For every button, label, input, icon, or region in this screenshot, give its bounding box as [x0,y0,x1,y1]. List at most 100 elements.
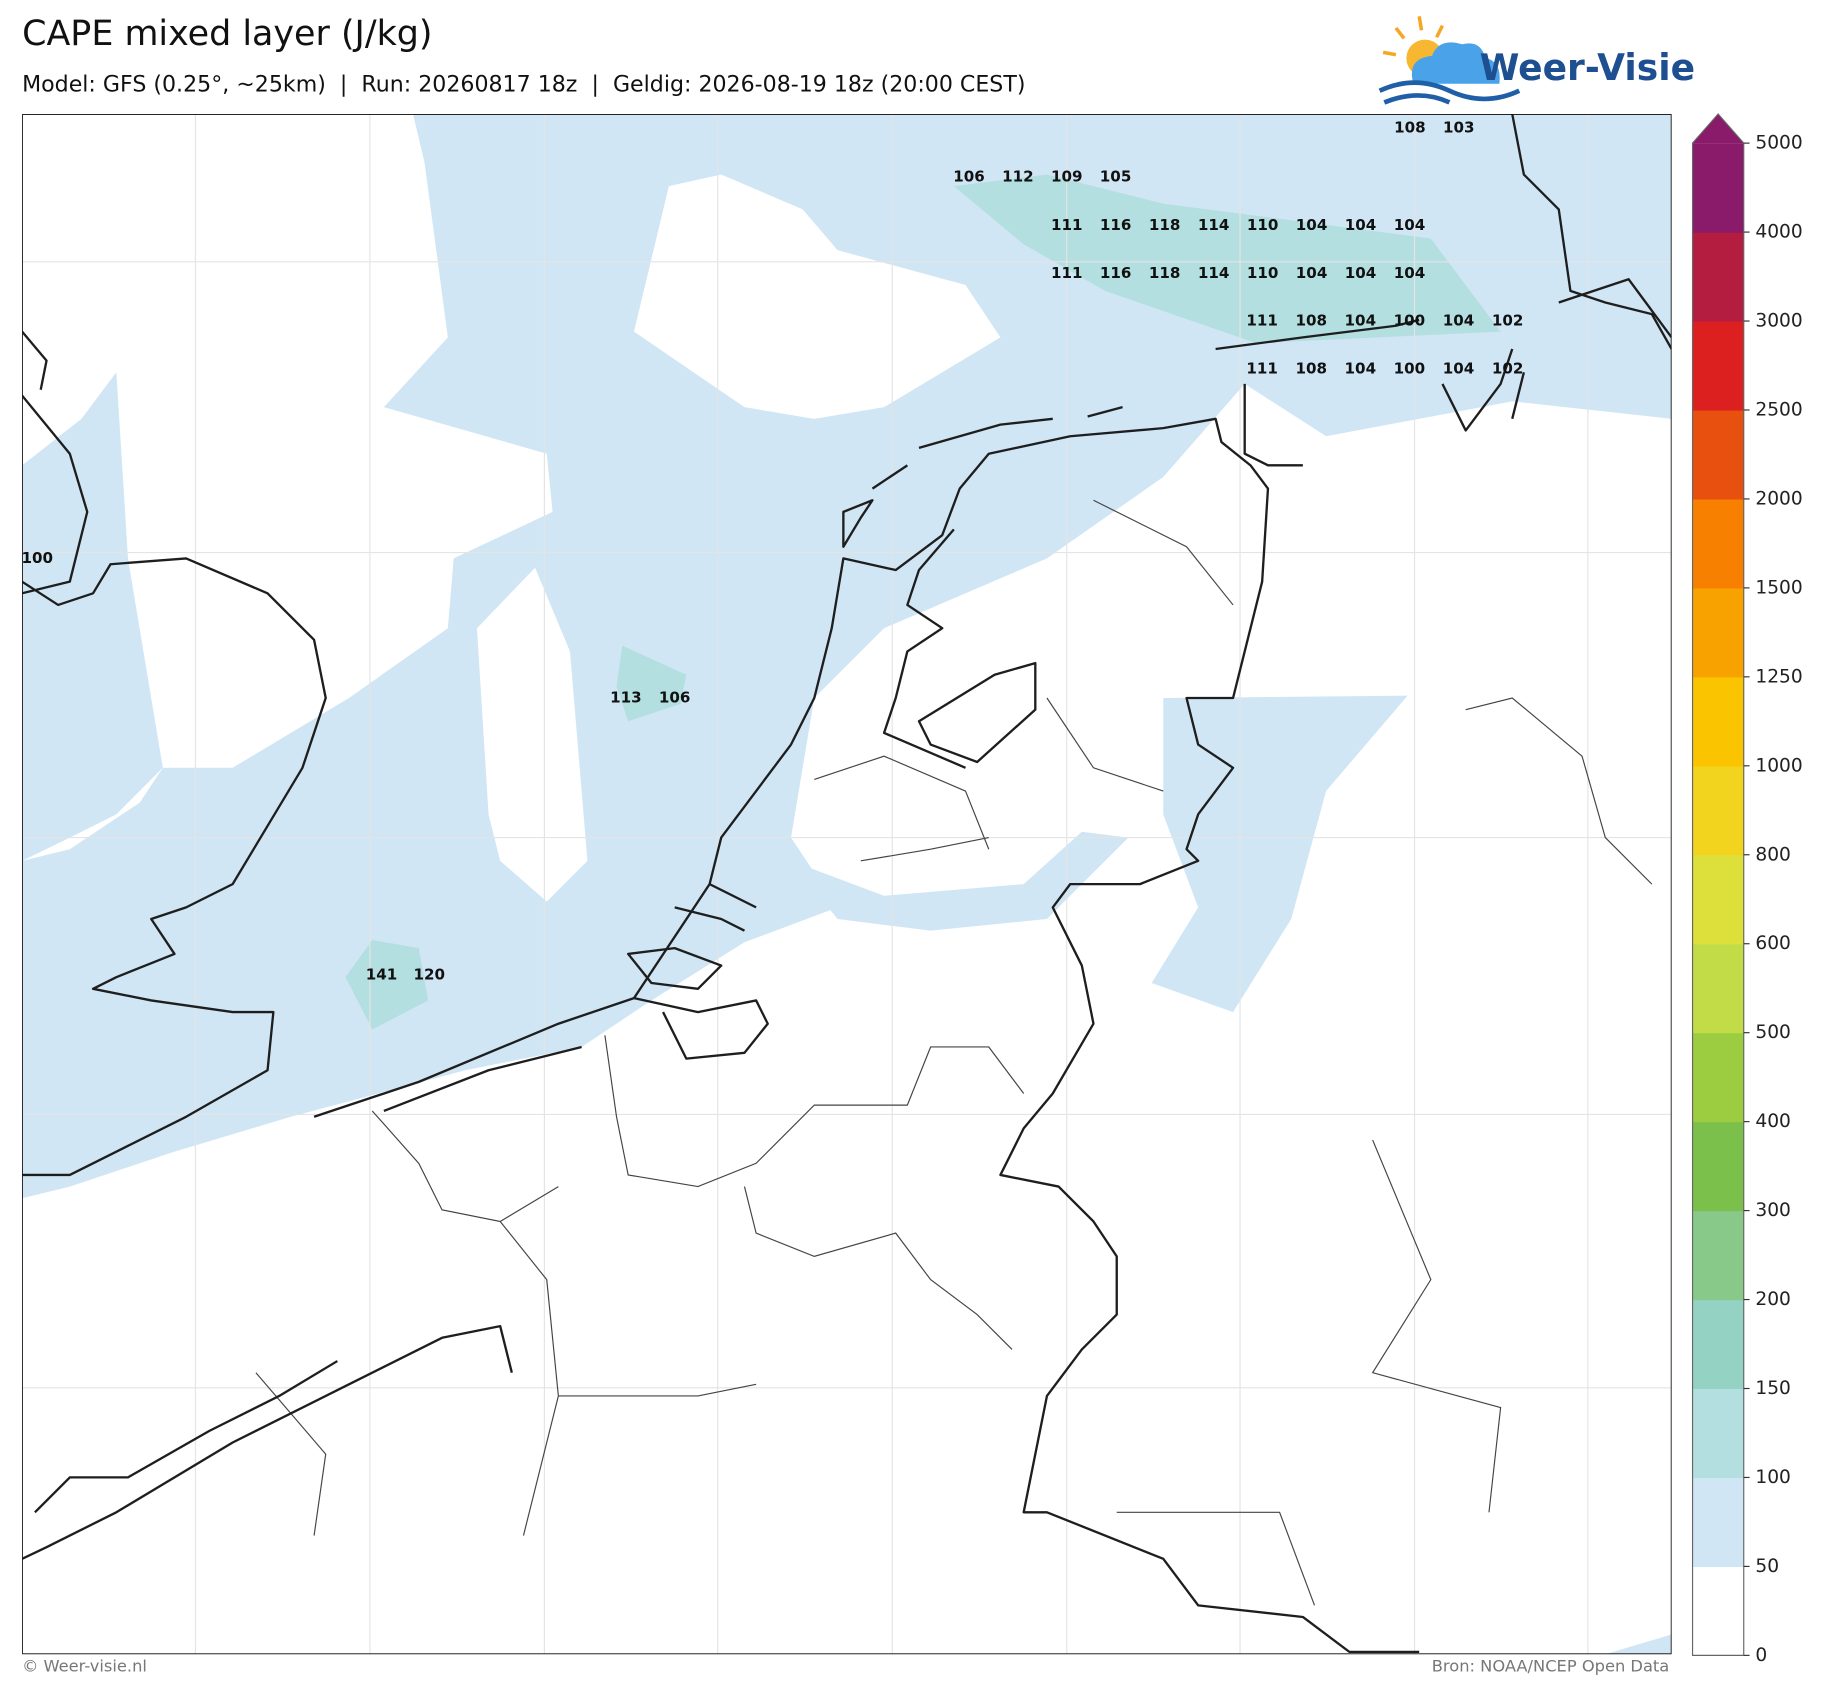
colorbar-tick-label: 300 [1755,1200,1791,1221]
colorbar-segment [1692,498,1744,589]
value-label: 104 [1345,359,1377,377]
value-label: 120 [413,965,445,983]
low-area [476,567,588,902]
colorbar-tick-label: 1250 [1755,666,1802,687]
value-label: 104 [1443,312,1475,330]
colorbar-tick-label: 1000 [1755,755,1802,776]
value-label: 103 [1443,119,1475,137]
value-label: 104 [1345,264,1377,282]
value-label: 118 [1149,264,1181,282]
cape-area [791,831,1129,931]
cape-area [1151,695,1408,1013]
value-label: 111 [1246,359,1278,377]
colorbar-tick-label: 100 [1755,1467,1791,1488]
colorbar-segment [1692,321,1744,411]
colorbar-extend [1692,114,1744,144]
colorbar-tick-label: 3000 [1755,311,1802,332]
colorbar-segment [1692,854,1744,945]
title: CAPE mixed layer (J/kg) [22,14,432,54]
value-label: 111 [1246,312,1278,330]
colorbar-frame [1691,113,1745,1656]
logo-text: Weer-Visie [1480,47,1695,89]
footer-right: Bron: NOAA/NCEP Open Data [1432,1657,1670,1676]
colorbar-segment [1692,1210,1744,1301]
value-label: 104 [1296,216,1328,234]
colorbar-tick-label: 500 [1755,1022,1791,1043]
value-label: 104 [1394,216,1426,234]
low-area [22,114,553,768]
logo-cloud [1411,42,1500,84]
value-label: 100 [21,549,53,567]
coastlines [22,114,1672,1654]
colorbar-segment [1692,765,1744,856]
value-label: 116 [1100,216,1132,234]
colorbar-segment [1692,943,1744,1034]
colorbar-segment [1692,1566,1744,1656]
cape-area-100 [345,939,429,1030]
value-label: 100 [1394,359,1426,377]
value-label: 106 [953,167,985,185]
value-label: 110 [1247,264,1279,282]
footer-left: © Weer-visie.nl [22,1657,147,1676]
value-label: 111 [1051,264,1083,282]
colorbar-segment [1692,1477,1744,1567]
colorbar-segment [1692,1121,1744,1212]
cape-area-100 [953,174,1501,344]
colorbar-tick-label: 5000 [1755,133,1802,154]
colorbar-tick-label: 1500 [1755,577,1802,598]
value-label: 114 [1198,264,1230,282]
colorbar-tick-label: 200 [1755,1289,1791,1310]
colorbar-segment [1692,409,1744,500]
value-label: 141 [366,965,398,983]
colorbar-segment [1692,1299,1744,1390]
value-label: 102 [1492,312,1524,330]
value-label: 104 [1443,359,1475,377]
colorbar-segment [1692,1032,1744,1123]
value-label: 114 [1198,216,1230,234]
colorbar-segment [1692,676,1744,767]
colorbar-tick-label: 2000 [1755,488,1802,509]
value-label: 102 [1492,359,1524,377]
colorbar-tick-label: 50 [1755,1556,1779,1577]
value-label: 108 [1394,119,1426,137]
logo-sun [1382,16,1445,57]
value-label: 110 [1247,216,1279,234]
colorbar-tick-label: 600 [1755,933,1791,954]
value-label: 104 [1394,264,1426,282]
value-label: 109 [1051,167,1083,185]
value-label: 116 [1100,264,1132,282]
subtitle: Model: GFS (0.25°, ~25km) | Run: 2026081… [22,71,1025,97]
colorbar-tick-label: 150 [1755,1378,1791,1399]
colorbar-segment [1692,232,1744,322]
colorbar-segment [1692,1388,1744,1479]
logo-wave [1378,80,1521,105]
value-label: 106 [659,689,691,707]
colorbar-tick-label: 2500 [1755,399,1802,420]
value-label: 105 [1100,167,1132,185]
value-label: 118 [1149,216,1181,234]
map-labels: 108 103 106 112 109 105 111 116 118 114 110 104 104 1… [21,119,1524,984]
value-label: 104 [1296,264,1328,282]
borders [255,499,1653,1606]
cape-area [22,114,1672,1199]
value-label: 108 [1295,312,1327,330]
value-label: 112 [1002,167,1034,185]
map: 108 103 106 112 109 105 111 116 118 114 110 104 104 1… [21,114,1672,1655]
logo: Weer-Visie [1378,16,1695,105]
value-label: 100 [1394,312,1426,330]
colorbar-tick-label: 0 [1755,1645,1767,1666]
graticule [22,114,1672,1655]
value-label: 104 [1345,216,1377,234]
value-label: 113 [610,689,642,707]
colorbar-segment [1692,143,1744,233]
value-label: 111 [1051,216,1083,234]
colorbar-tick-label: 800 [1755,844,1791,865]
low-area [633,174,1001,419]
colorbar: 0 50 100 150 200 300 400 500 600 800 1000 1250 1500 2… [1691,113,1803,1666]
cape-area [1605,1634,1672,1655]
colorbar-segment [1692,587,1744,678]
colorbar-tick-label: 400 [1755,1111,1791,1132]
cape-area-100 [616,645,687,722]
